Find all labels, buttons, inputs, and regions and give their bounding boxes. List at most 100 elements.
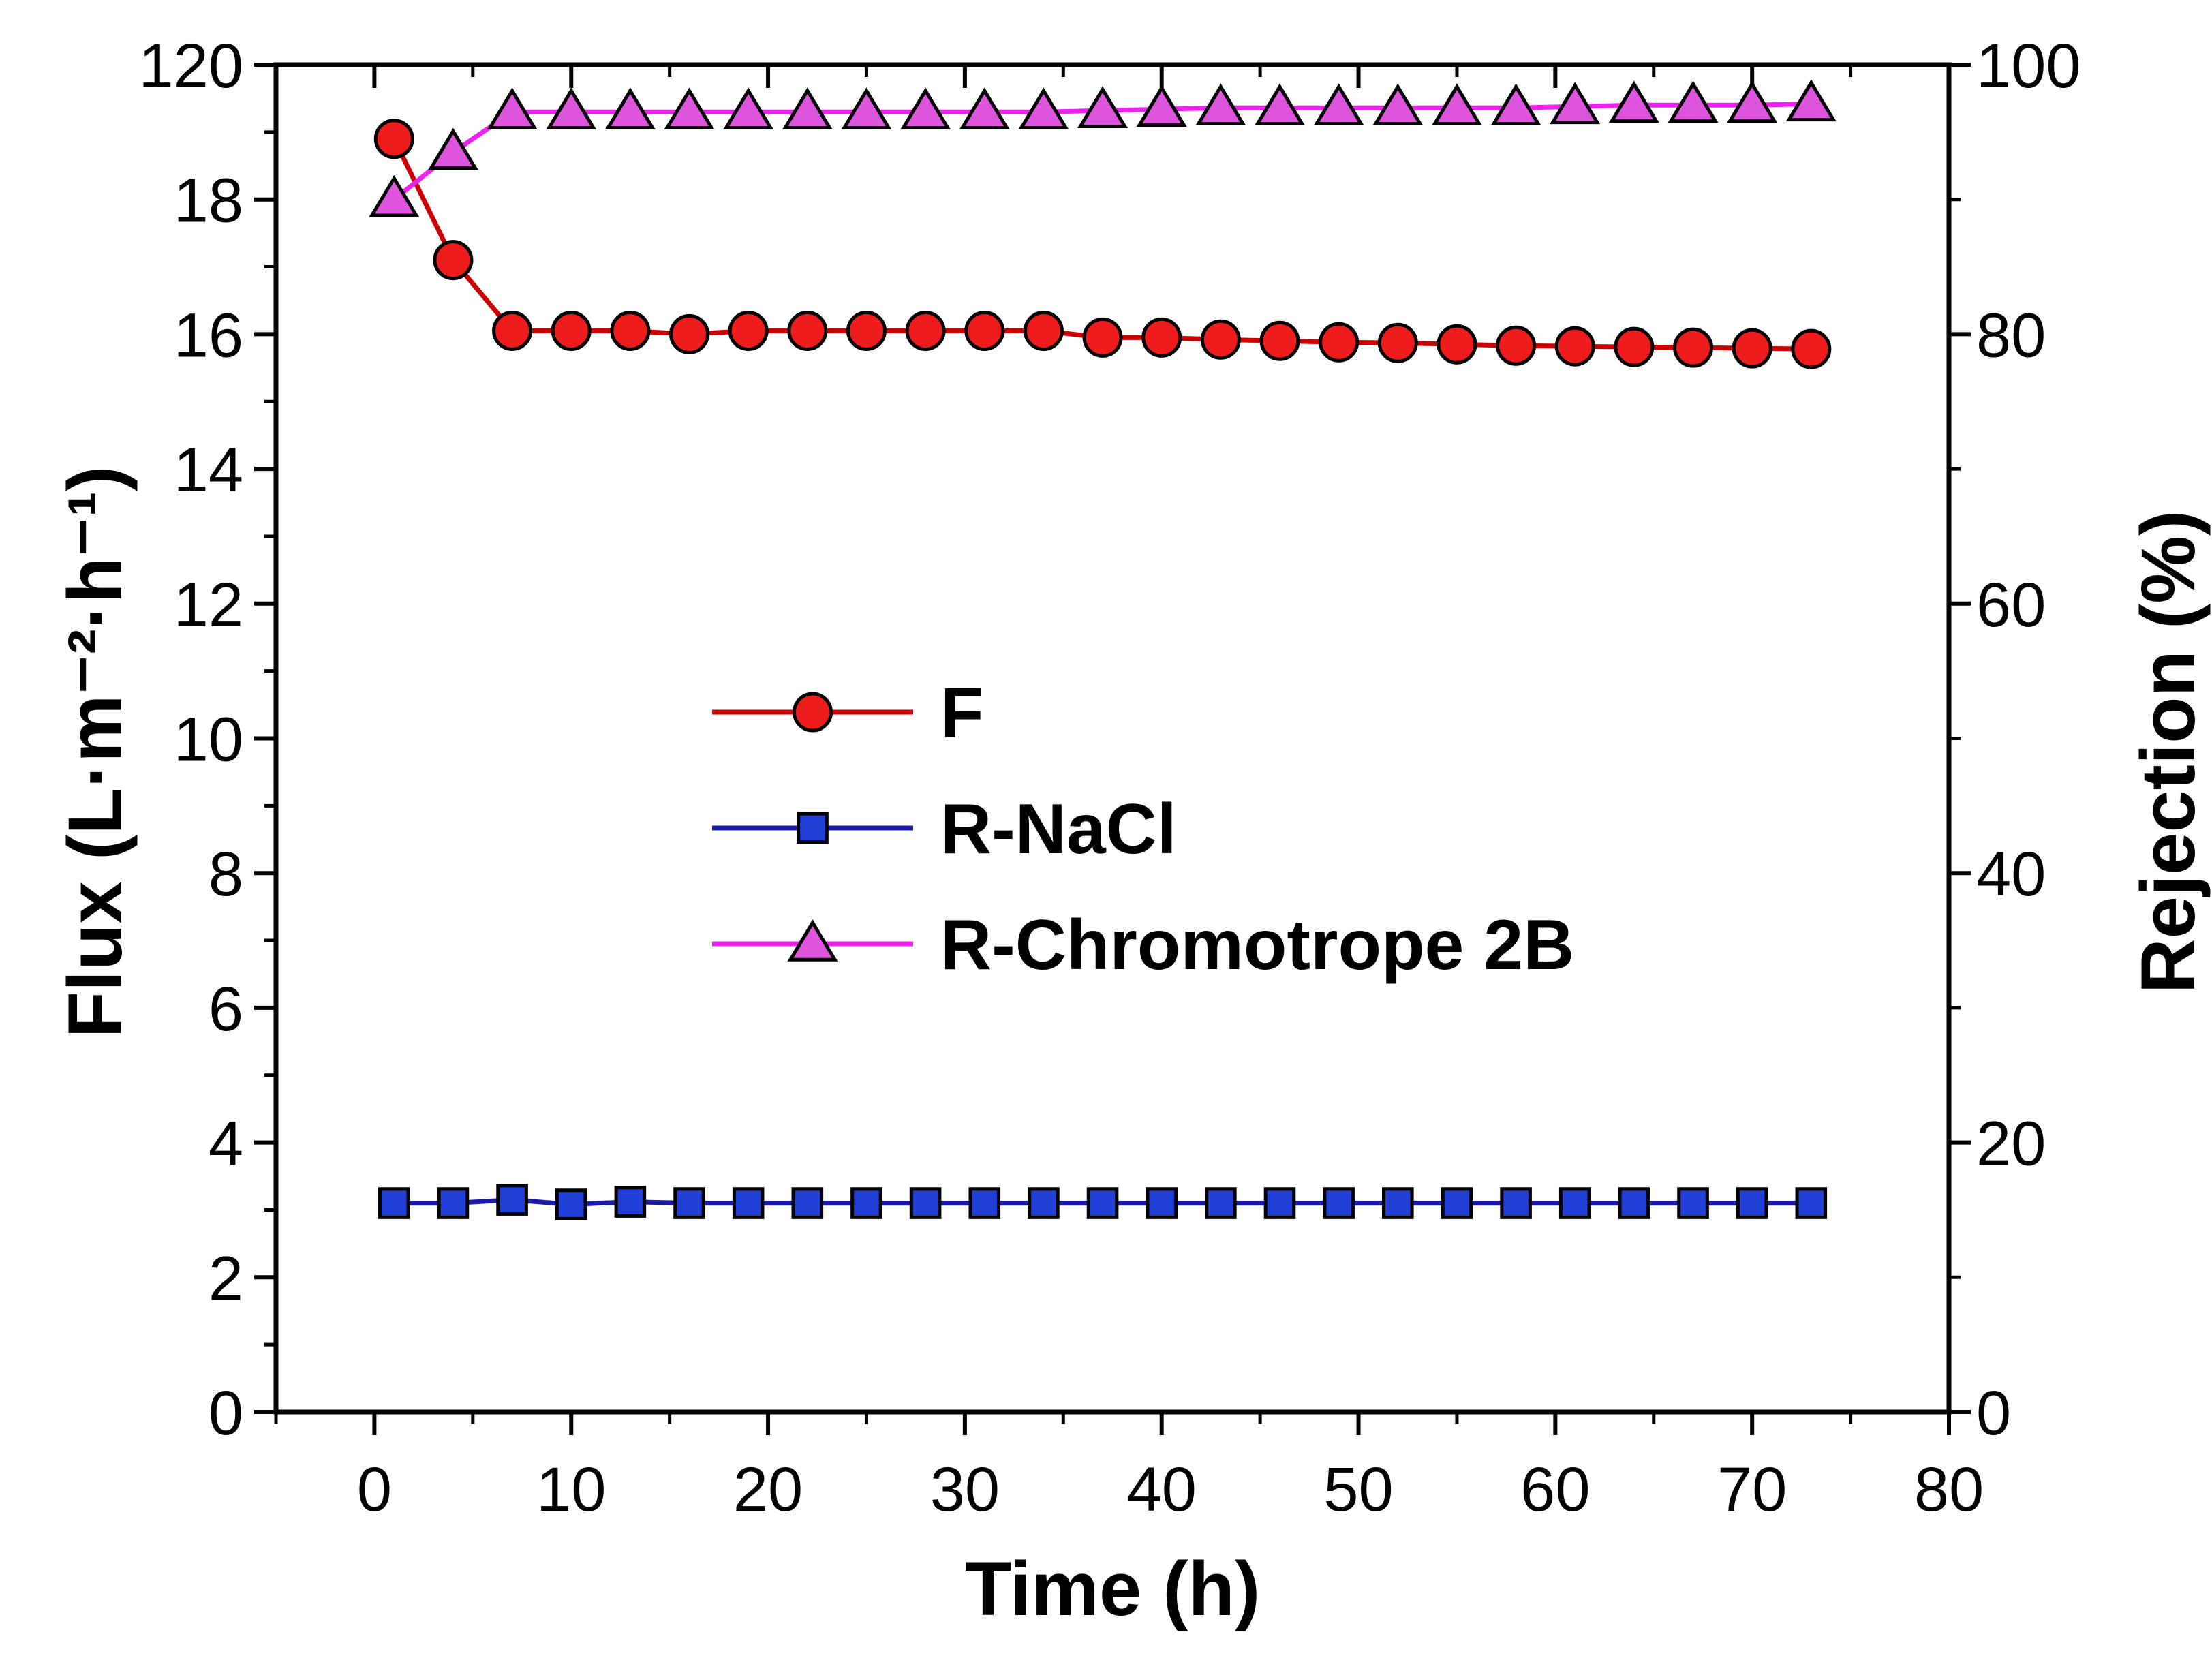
series-2-point-16 — [1313, 83, 1364, 126]
x-axis-title: Time (h) — [965, 1546, 1261, 1631]
series-1-point-4 — [614, 1186, 647, 1218]
series-2-point-7 — [782, 87, 833, 129]
y-right-tick-label-0: 0 — [1976, 1379, 2011, 1448]
x-tick-label-10: 10 — [536, 1455, 606, 1524]
y-left-tick-label-10: 10 — [174, 705, 243, 775]
series-2-point-4 — [604, 87, 656, 129]
series-2-point-6 — [723, 87, 774, 129]
series-0-point-7 — [787, 310, 828, 351]
series-2-point-22 — [1668, 80, 1719, 123]
series-1-point-22 — [1677, 1187, 1709, 1219]
y-left-tick-label-12: 12 — [174, 570, 243, 640]
legend-label-2: R-Chromotrope 2B — [940, 906, 1574, 985]
series-0-point-5 — [669, 313, 710, 354]
y-right-axis-title: Rejection (%) — [2125, 510, 2211, 994]
series-0-point-23 — [1732, 328, 1772, 369]
y-left-tick-label-20: 120 — [139, 31, 244, 101]
y-left-tick-label-6: 6 — [209, 974, 243, 1044]
series-2-point-13 — [1136, 84, 1187, 127]
series-2-point-8 — [841, 87, 892, 129]
series-0-point-6 — [728, 310, 769, 351]
series-0-point-12 — [1082, 317, 1123, 358]
series-2-point-2 — [487, 87, 538, 129]
series-0-point-9 — [905, 310, 946, 351]
legend-label-1: R-NaCl — [940, 790, 1177, 869]
series-2-point-17 — [1372, 83, 1424, 126]
y-left-axis-title: Flux (L·m⁻²·h⁻¹) — [52, 466, 138, 1039]
x-tick-label-80: 80 — [1914, 1455, 1984, 1524]
y-right-tick-label-60: 60 — [1976, 570, 2046, 640]
series-2-point-23 — [1727, 80, 1778, 123]
series-2-point-24 — [1785, 79, 1837, 122]
x-tick-label-60: 60 — [1520, 1455, 1590, 1524]
series-0-point-22 — [1673, 327, 1714, 368]
series-0 — [373, 119, 1832, 369]
series-layer — [369, 79, 1837, 1220]
y-right-tick-label-40: 40 — [1976, 840, 2046, 909]
plot-frame — [273, 62, 1952, 1415]
series-1-point-1 — [437, 1187, 470, 1219]
series-1-point-13 — [1146, 1187, 1178, 1219]
series-1-point-17 — [1381, 1187, 1414, 1219]
series-1-point-3 — [555, 1188, 587, 1220]
series-1-point-0 — [378, 1187, 410, 1219]
series-1-point-14 — [1205, 1187, 1237, 1219]
x-tick-label-40: 40 — [1127, 1455, 1197, 1524]
series-1-point-6 — [732, 1187, 765, 1219]
x-tick-label-70: 70 — [1717, 1455, 1787, 1524]
series-0-point-18 — [1437, 324, 1477, 365]
series-2-point-18 — [1431, 83, 1482, 126]
series-1-point-16 — [1323, 1187, 1355, 1219]
series-0-point-11 — [1023, 310, 1064, 351]
series-2-point-3 — [546, 87, 597, 129]
y-left-tick-label-0: 0 — [209, 1379, 243, 1448]
series-1-point-9 — [909, 1187, 942, 1219]
legend-marker-2 — [787, 919, 838, 962]
series-0-point-2 — [492, 310, 533, 351]
y-left-tick-label-8: 8 — [209, 840, 243, 909]
series-0-point-15 — [1259, 320, 1300, 361]
series-1-point-21 — [1618, 1187, 1650, 1219]
series-1-point-11 — [1028, 1187, 1060, 1219]
series-2-point-21 — [1608, 80, 1659, 123]
y-left-tick-label-2: 2 — [209, 1244, 243, 1313]
series-2-point-12 — [1077, 86, 1128, 129]
series-2-point-15 — [1254, 83, 1306, 126]
x-tick-label-0: 0 — [357, 1455, 392, 1524]
series-0-point-8 — [846, 310, 887, 351]
series-0-point-17 — [1377, 322, 1418, 363]
series-1-point-24 — [1795, 1187, 1828, 1219]
y-right-tick-label-20: 20 — [1976, 1109, 2046, 1179]
series-2-point-0 — [369, 174, 420, 217]
series-2 — [369, 79, 1837, 217]
series-0-point-4 — [610, 310, 651, 351]
series-1-point-10 — [968, 1187, 1001, 1219]
series-2-point-1 — [427, 127, 478, 170]
y-left-tick-label-18: 18 — [174, 166, 243, 236]
series-1-point-15 — [1263, 1187, 1296, 1219]
x-tick-label-30: 30 — [930, 1455, 1000, 1524]
y-right-tick-label-100: 100 — [1976, 31, 2081, 101]
series-1-point-19 — [1500, 1187, 1532, 1219]
legend-marker-1 — [797, 812, 829, 844]
y-left-tick-label-4: 4 — [209, 1109, 243, 1179]
series-2-point-14 — [1195, 83, 1246, 126]
series-1-point-2 — [496, 1184, 528, 1216]
series-1-point-12 — [1086, 1187, 1119, 1219]
series-0-point-19 — [1496, 325, 1537, 366]
series-1-point-7 — [791, 1187, 824, 1219]
series-0-point-10 — [964, 310, 1005, 351]
y-right-tick-label-80: 80 — [1976, 301, 2046, 370]
y-left-tick-label-14: 14 — [174, 435, 243, 505]
series-0-point-3 — [551, 310, 592, 351]
series-1-point-8 — [850, 1187, 882, 1219]
series-0-point-16 — [1319, 322, 1360, 363]
series-0-point-14 — [1200, 319, 1241, 360]
legend-marker-0 — [793, 692, 833, 733]
legend: F R-NaCl R-Chromotrope 2B — [712, 674, 1574, 985]
series-2-point-20 — [1550, 82, 1601, 125]
series-1-point-20 — [1558, 1187, 1591, 1219]
legend-label-0: F — [940, 674, 984, 753]
labels-layer: 0 10 20 30 40 50 60 70 80 0 2 4 6 8 10 12 14 16 18 120 0 20 40… — [139, 31, 2081, 1524]
x-tick-label-20: 20 — [733, 1455, 803, 1524]
